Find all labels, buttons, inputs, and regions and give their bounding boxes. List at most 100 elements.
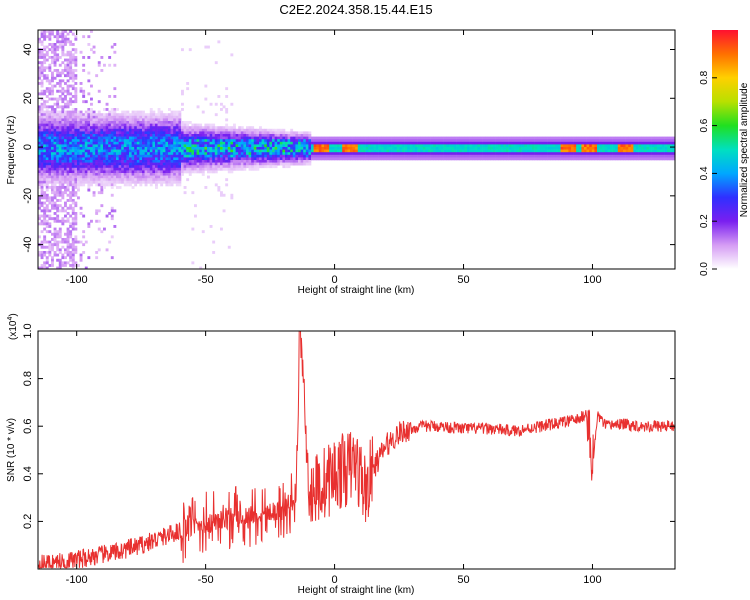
spectrogram-cell-3933: [545, 139, 548, 143]
spectrogram-cell-2990: [285, 134, 288, 137]
spectrogram-cell-3026: [290, 152, 294, 156]
spectrogram-cell-1007: [77, 144, 80, 148]
spectrogram-cell-2844: [259, 136, 262, 140]
spectrogram-cell-810: [69, 118, 73, 122]
spectrogram-cell-3337: [370, 157, 374, 161]
spectrogram-cell-3197: [331, 144, 335, 148]
spectrogram-cell-3421: [396, 141, 400, 145]
spectrogram-cell-522: [56, 243, 60, 247]
spectrogram-cell-4373: [672, 136, 675, 140]
spectrogram-cell-1075: [82, 113, 86, 117]
spectrogram-cell-84: [40, 113, 44, 117]
spectrogram-cell-2483: [209, 126, 213, 130]
spectrogram-cell-3065: [298, 152, 301, 156]
spectrogram-cell-4133: [602, 144, 606, 148]
spectrogram-cell-154: [43, 118, 47, 122]
spectrogram-cell-45: [38, 186, 41, 189]
spectrogram-cell-3222: [339, 139, 343, 143]
spectrogram-cell-3899: [534, 144, 538, 148]
spectrogram-cell-609: [61, 97, 65, 101]
spectrogram-cell-4146: [604, 154, 608, 158]
spectrogram-cell-3787: [500, 157, 504, 161]
spectrogram-cell-2359: [194, 131, 197, 135]
spectrogram-cell-370: [51, 167, 54, 171]
spectrogram-cell-1444: [108, 167, 112, 171]
spectrogram-cell-2257: [181, 147, 184, 150]
spectrogram-cell-1761: [136, 118, 140, 122]
spectrogram-cell-177: [43, 178, 47, 182]
spectrogram-cell-1903: [149, 121, 153, 124]
spectrogram-cell-2226: [178, 144, 182, 148]
spectrogram-cell-615: [61, 115, 65, 119]
spectrogram-cell-2628: [225, 162, 229, 166]
spectrogram-cell-520: [56, 235, 60, 239]
spectrogram-cell-1976: [155, 165, 158, 169]
spectrogram-cell-906: [71, 201, 75, 205]
spectrogram-cell-375: [51, 180, 54, 184]
spectrogram-cell-1347: [100, 178, 104, 182]
spectrogram-cell-667: [64, 69, 67, 72]
spectrogram-cell-32: [38, 152, 41, 156]
spectrogram-cell-3968: [555, 136, 559, 140]
spectrogram-cell-998: [77, 121, 80, 124]
spectrogram-cell-3777: [498, 154, 502, 158]
spectrogram-cell-3071: [300, 134, 304, 137]
spectrogram-cell-1473: [110, 157, 114, 161]
spectrogram-cell-923: [71, 258, 75, 262]
spectrogram-cell-3216: [337, 147, 340, 150]
spectrogram-cell-2251: [181, 131, 184, 135]
spectrogram-cell-3154: [318, 149, 322, 153]
spectrogram-cell-2140: [170, 144, 174, 148]
spectrogram-cell-1796: [139, 136, 143, 140]
spectrogram-cell-2799: [251, 147, 255, 150]
spectrogram-cell-3965: [552, 152, 556, 156]
spectrogram-cell-122: [40, 222, 44, 226]
spectrogram-cell-2549: [217, 131, 221, 135]
spectrogram-cell-1028: [79, 50, 83, 54]
spectrogram-cell-3449: [404, 144, 408, 148]
spectrogram-cell-897: [71, 175, 75, 179]
spectrogram-cell-1684: [129, 144, 132, 148]
spectrogram-cell-2191: [175, 128, 179, 132]
spectrogram-cell-1692: [129, 165, 132, 169]
spectrogram-cell-3428: [399, 136, 403, 140]
spectrogram-cell-2759: [246, 128, 249, 132]
spectrogram-cell-4131: [602, 139, 606, 143]
spectrogram-cell-3323: [368, 144, 372, 148]
spectrogram-cell-1568: [118, 139, 122, 143]
spectrogram-cell-658: [64, 30, 67, 33]
spectrogram-cell-3951: [550, 139, 554, 143]
spectrogram-cell-4175: [615, 136, 619, 140]
spectrogram-cell-2212: [175, 183, 179, 187]
spectrogram-cell-1969: [155, 147, 158, 150]
spectrogram-cell-2403: [199, 139, 203, 143]
spectrogram-cell-2094: [165, 175, 169, 179]
spectrogram-cell-4316: [654, 152, 658, 156]
spectrogram-cell-4081: [586, 149, 590, 153]
spectrogram-cell-136: [43, 45, 47, 49]
spectrogram-cell-515: [56, 214, 60, 218]
spectrogram-cell-3631: [456, 149, 460, 153]
spectrogram-cell-922: [71, 256, 75, 260]
spectrogram-cell-3912: [537, 154, 541, 158]
spectrogram-cell-3801: [506, 147, 509, 150]
spectrogram-cell-3125: [311, 144, 314, 148]
spectrogram-cell-4033: [573, 141, 577, 145]
spectrogram-cell-453: [53, 232, 57, 236]
spectrogram-cell-4046: [576, 152, 580, 156]
spectrogram-cell-3603: [448, 147, 452, 150]
spectrogram-cell-1141: [87, 56, 91, 59]
spectrogram-cell-259: [45, 240, 49, 244]
spectrogram-cell-3107: [305, 160, 309, 163]
spectrogram-cell-1798: [139, 141, 143, 145]
spectrogram-cell-292: [48, 134, 52, 137]
spectrogram-cell-1443: [108, 165, 112, 169]
spectrogram-cell-1240: [92, 167, 96, 171]
spectrogram-cell-65: [40, 50, 44, 54]
spectrogram-cell-436: [53, 175, 57, 179]
spectrogram-cell-4066: [581, 157, 585, 161]
spectrogram-cell-2362: [194, 139, 197, 143]
spectrogram-cell-298: [48, 149, 52, 153]
spectrogram-cell-1208: [90, 167, 93, 171]
spectrogram-cell-2282: [183, 157, 187, 161]
